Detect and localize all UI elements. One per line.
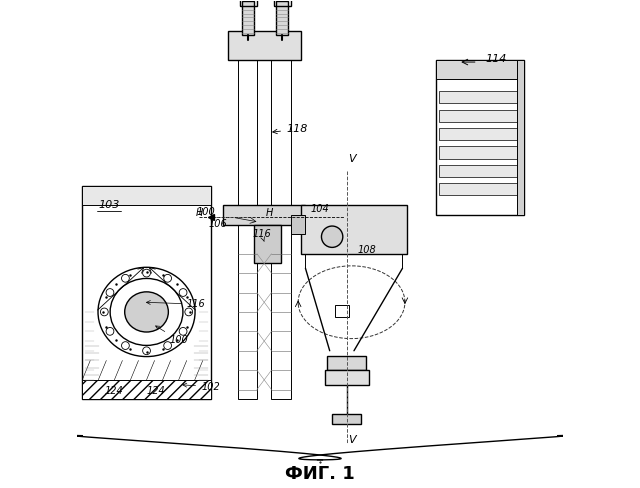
Bar [83,186,211,399]
Circle shape [143,347,150,355]
Bar [301,205,407,254]
Bar [327,356,366,370]
Bar [436,60,524,79]
Text: ФИГ. 1: ФИГ. 1 [285,466,355,484]
Bar [271,40,291,399]
Circle shape [185,308,193,316]
Circle shape [321,226,343,247]
Bar [335,305,349,317]
Text: H: H [196,208,204,218]
Bar [439,146,519,159]
Ellipse shape [125,292,168,332]
Text: V: V [348,154,356,163]
Text: 124: 124 [104,386,123,396]
Circle shape [179,327,187,335]
Bar [439,110,519,122]
Circle shape [106,288,114,296]
Text: 114: 114 [485,54,506,64]
Bar [274,0,291,6]
Text: H: H [266,208,273,218]
Circle shape [179,288,187,296]
Bar [276,1,289,35]
Bar [255,224,281,264]
Circle shape [122,274,129,282]
Circle shape [164,342,172,349]
Text: 118: 118 [273,124,307,134]
Bar [325,370,369,385]
Bar [223,205,305,224]
Bar [516,60,524,215]
Circle shape [100,308,108,316]
Bar [291,215,305,234]
Text: 106: 106 [209,219,227,229]
Bar [332,414,361,424]
Bar [439,165,519,177]
Text: 108: 108 [358,245,376,255]
Text: 104: 104 [310,204,330,214]
Bar [83,186,211,205]
Text: 103: 103 [99,200,120,210]
Bar [439,128,519,140]
Bar [439,91,519,103]
Text: 100: 100 [197,207,216,217]
Bar [436,60,524,215]
Circle shape [122,342,129,349]
Bar [237,40,257,399]
Bar [243,1,255,35]
Text: 100: 100 [156,326,189,346]
Bar [240,0,257,6]
Text: 102: 102 [183,382,220,391]
Circle shape [106,327,114,335]
Text: 124: 124 [147,386,165,396]
Text: 116: 116 [147,299,205,309]
Text: 116: 116 [252,229,271,242]
Bar [439,183,519,196]
Circle shape [143,269,150,277]
Bar [83,380,211,399]
Bar [228,31,301,60]
Circle shape [164,274,172,282]
Text: V: V [348,435,356,445]
